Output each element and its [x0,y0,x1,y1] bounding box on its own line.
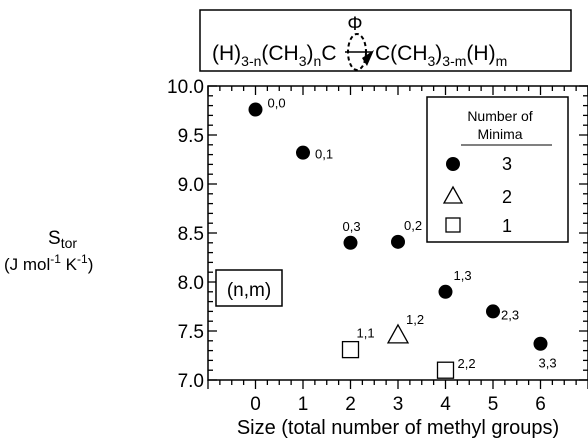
data-point-triangle [386,323,410,344]
point-label: 1,1 [357,326,375,341]
data-point-square [341,340,360,359]
point-label: 1,3 [454,268,472,283]
data-point-circle [533,336,548,351]
nm-annotation: (n,m) [215,269,283,307]
point-label: 1,2 [406,312,424,327]
y-tick-label: 9.5 [178,126,204,147]
x-tick-labels: 0 1 2 3 4 5 6 [250,394,546,415]
y-tick-label: 8.0 [178,273,204,294]
x-tick-label: 6 [535,394,546,415]
data-point-circle [248,102,263,117]
axis-ticks [207,85,588,389]
x-tick-label: 0 [250,394,261,415]
y-tick-label: 8.5 [178,224,204,245]
legend-label-3: 3 [502,154,512,174]
legend-circle-icon [446,157,460,171]
legend-title-line1: Number of [467,108,532,124]
phi-symbol: Φ [347,14,362,35]
point-label: 0,1 [315,147,333,162]
x-tick-label: 5 [488,394,499,415]
y-tick-label: 9.0 [178,175,204,196]
formula-box: Φ (H)3-n(CH3)nC C(CH3)3-m(H)m [199,9,572,72]
data-point-circle [296,145,310,160]
y-tick-label: 7.0 [178,371,204,392]
point-label: 0,3 [343,219,361,234]
y-tick-label: 10.0 [167,77,204,98]
data-point-circle [343,235,358,250]
x-tick-label: 1 [298,394,309,415]
arrowhead-icon [362,50,374,66]
x-tick-label: 3 [393,394,404,415]
legend-label-2: 2 [502,187,512,207]
data-points [248,102,548,379]
y-tick-labels: 7.0 7.5 8.0 8.5 9.0 9.5 10.0 [167,77,204,392]
rotation-arrow-icon [347,33,367,71]
x-axis-label: Size (total number of methyl groups) [237,417,559,439]
data-point-circle [486,304,500,319]
y-axis-label-line1: Stor [48,228,77,251]
legend-square-icon [445,217,461,233]
point-label: 2,2 [458,356,476,371]
y-axis-label-line2: (J mol-1 K-1) [4,252,93,274]
point-label: 2,3 [501,307,519,322]
x-tick-label: 4 [440,394,451,415]
x-tick-label: 2 [345,394,356,415]
point-label: 0,0 [268,96,286,111]
legend: Number of Minima 3 2 1 [426,96,569,243]
point-labels: 0,0 0,1 0,3 0,2 1,3 2,3 3,3 1,1 1,2 2,2 [268,96,557,372]
legend-label-1: 1 [502,216,512,236]
formula-text: (H)3-n(CH3)nC [212,42,336,69]
data-point-circle [438,284,453,299]
legend-title-line2: Minima [477,126,522,142]
formula-text-right: C(CH3)3-m(H)m [375,42,507,69]
y-tick-label: 7.5 [178,322,204,343]
data-point-square [436,361,455,379]
point-label: 0,2 [404,218,422,233]
data-point-circle [391,234,405,249]
legend-triangle-icon [442,185,464,204]
nm-annotation-text: (n,m) [227,280,271,301]
point-label: 3,3 [539,356,557,371]
